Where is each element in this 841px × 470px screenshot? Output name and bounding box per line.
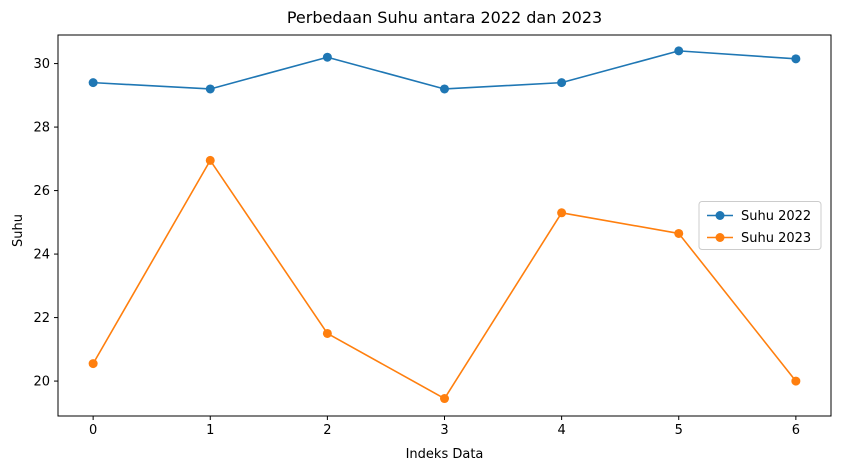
data-point-s2-2 bbox=[322, 328, 332, 338]
x-tick-label: 5 bbox=[675, 423, 683, 438]
chart-title: Perbedaan Suhu antara 2022 dan 2023 bbox=[287, 8, 602, 27]
data-point-s1-1 bbox=[205, 84, 215, 94]
y-tick-label: 26 bbox=[33, 184, 50, 199]
data-point-s2-1 bbox=[205, 155, 215, 165]
data-point-s1-4 bbox=[557, 78, 567, 88]
x-tick-label: 2 bbox=[323, 423, 331, 438]
y-tick-label: 30 bbox=[33, 57, 50, 72]
data-point-s2-0 bbox=[88, 359, 98, 369]
x-tick-label: 4 bbox=[557, 423, 565, 438]
legend-marker-1 bbox=[715, 211, 725, 220]
x-tick-label: 6 bbox=[792, 423, 800, 438]
x-tick-label: 3 bbox=[440, 423, 448, 438]
data-point-s1-3 bbox=[440, 84, 449, 94]
data-point-s1-0 bbox=[88, 78, 98, 88]
legend-marker-2 bbox=[715, 233, 725, 242]
y-axis-label: Suhu bbox=[11, 214, 26, 247]
axes: 0 1 2 3 4 5 6 20 22 24 26 28 30 bbox=[33, 34, 832, 438]
x-tick-label: 0 bbox=[89, 423, 97, 438]
x-axis-label: Indeks Data bbox=[406, 447, 484, 462]
y-tick-label: 24 bbox=[33, 248, 50, 263]
legend-label-2: Suhu 2023 bbox=[741, 231, 811, 246]
y-tick-label: 20 bbox=[33, 375, 50, 390]
data-point-s2-4 bbox=[557, 208, 567, 218]
data-point-s2-3 bbox=[440, 394, 449, 404]
data-point-s2-6 bbox=[791, 376, 801, 386]
legend-label-1: Suhu 2022 bbox=[741, 209, 811, 224]
y-tick-label: 28 bbox=[33, 121, 50, 136]
legend: Suhu 2022 Suhu 2023 bbox=[698, 201, 822, 250]
x-tick-label: 1 bbox=[206, 423, 214, 438]
plot-area bbox=[88, 46, 801, 404]
data-point-s1-5 bbox=[674, 46, 684, 56]
data-point-s2-5 bbox=[674, 228, 684, 238]
y-tick-label: 22 bbox=[33, 311, 50, 326]
data-point-s1-2 bbox=[322, 52, 332, 62]
data-point-s1-6 bbox=[791, 54, 801, 64]
